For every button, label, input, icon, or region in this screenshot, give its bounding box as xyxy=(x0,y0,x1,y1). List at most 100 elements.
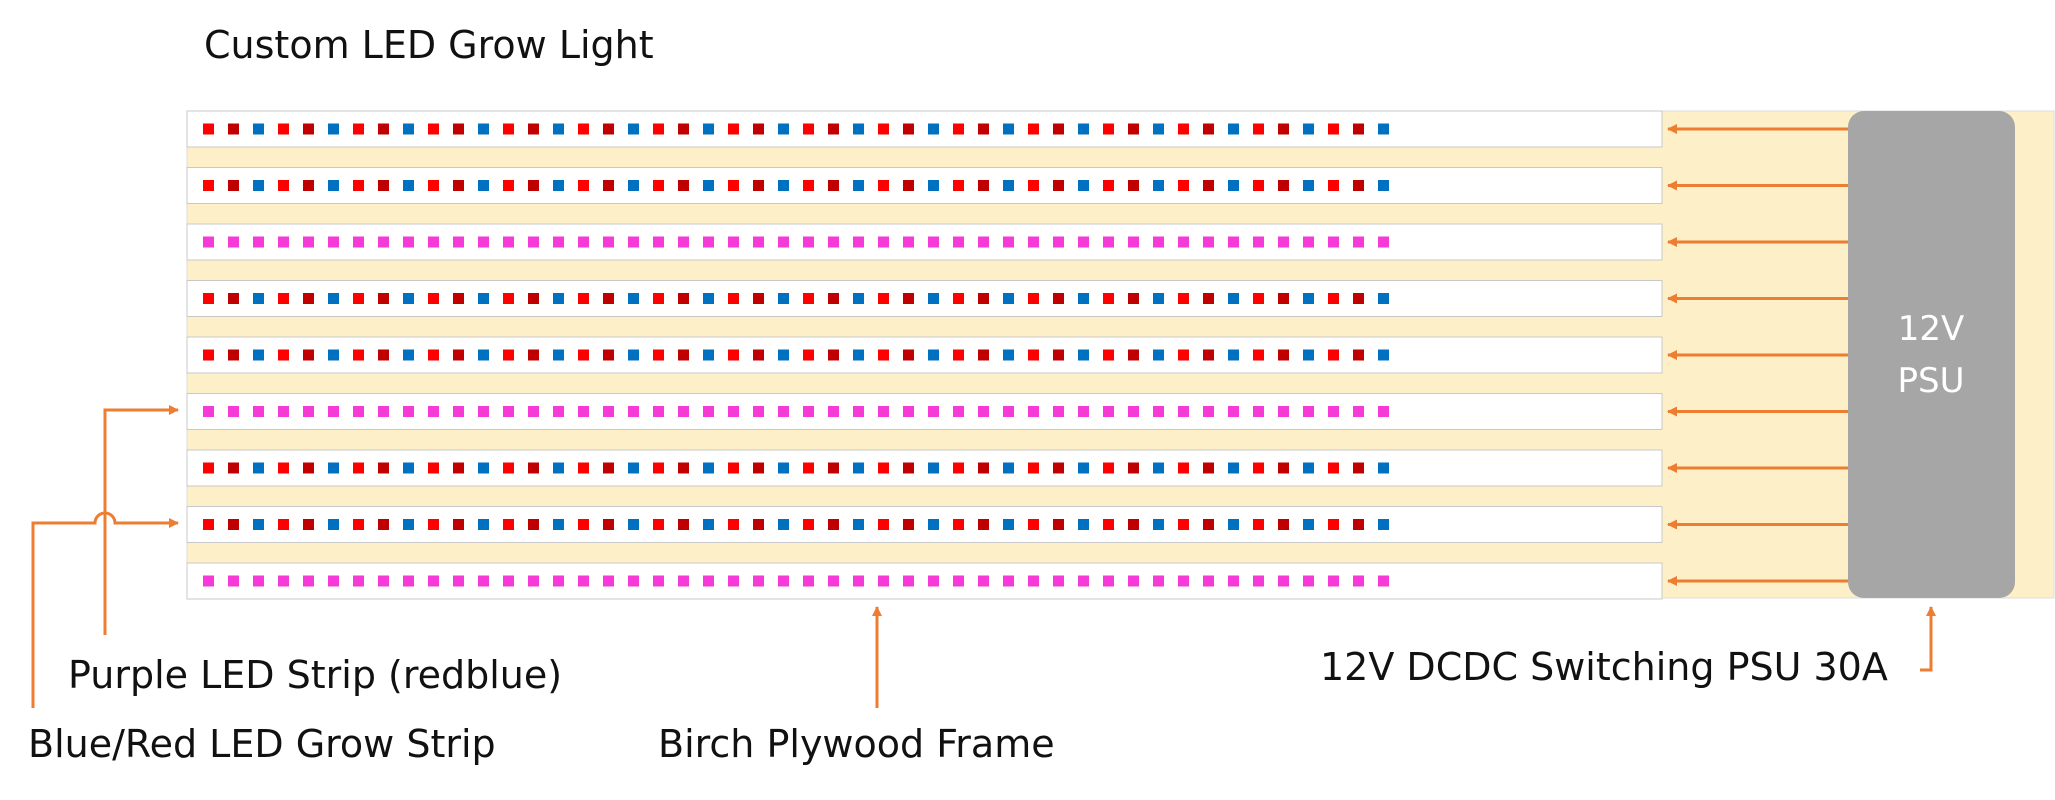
led-chip xyxy=(478,180,489,191)
led-chip xyxy=(1128,462,1139,474)
led-chip xyxy=(703,123,714,135)
led-chip xyxy=(278,406,289,417)
led-chip xyxy=(303,236,314,248)
purple-strip-callout-arrow xyxy=(103,405,179,635)
led-chip xyxy=(1203,406,1214,417)
led-chip xyxy=(678,406,689,417)
led-chip xyxy=(1053,349,1064,361)
led-chip xyxy=(378,575,389,587)
led-chip xyxy=(1328,462,1339,474)
led-chip xyxy=(353,519,364,530)
led-chip xyxy=(728,406,739,417)
led-chip xyxy=(553,236,564,248)
led-chip xyxy=(553,406,564,417)
led-chip xyxy=(1103,519,1114,530)
led-chip xyxy=(528,236,539,248)
led-chip xyxy=(428,349,439,361)
led-chip xyxy=(528,575,539,587)
led-chip xyxy=(478,236,489,248)
led-chip xyxy=(878,519,889,530)
led-chip xyxy=(1328,575,1339,587)
led-chip xyxy=(603,406,614,417)
led-chip xyxy=(203,462,214,474)
led-chip xyxy=(928,180,939,191)
led-chip xyxy=(1278,236,1289,248)
led-chip xyxy=(778,236,789,248)
led-chip xyxy=(1078,575,1089,587)
led-strip-purple xyxy=(186,393,1663,430)
led-chip xyxy=(1153,462,1164,474)
led-chip xyxy=(553,293,564,304)
led-chip xyxy=(1053,293,1064,304)
led-chip xyxy=(378,462,389,474)
led-chip xyxy=(1353,349,1364,361)
led-chip xyxy=(378,180,389,191)
led-chip xyxy=(703,575,714,587)
led-chip xyxy=(1378,349,1389,361)
led-chip xyxy=(253,462,264,474)
led-chip xyxy=(278,349,289,361)
led-chip xyxy=(303,575,314,587)
led-chip xyxy=(1128,575,1139,587)
led-chip xyxy=(1278,462,1289,474)
led-chip xyxy=(403,575,414,587)
led-chip xyxy=(528,123,539,135)
led-chip xyxy=(628,293,639,304)
led-chip xyxy=(278,519,289,530)
led-chip xyxy=(828,236,839,248)
led-chip xyxy=(1278,575,1289,587)
led-chip xyxy=(353,349,364,361)
led-chip xyxy=(1153,293,1164,304)
led-chip xyxy=(1128,406,1139,417)
led-chip xyxy=(528,180,539,191)
led-chip xyxy=(1228,462,1239,474)
led-chip xyxy=(1178,406,1189,417)
led-chip xyxy=(978,293,989,304)
led-chip xyxy=(353,462,364,474)
led-chip xyxy=(628,462,639,474)
led-chip xyxy=(803,180,814,191)
led-chip xyxy=(1178,349,1189,361)
led-strip-blue-red xyxy=(186,506,1663,543)
led-chip xyxy=(478,293,489,304)
led-chip xyxy=(603,236,614,248)
led-chip xyxy=(703,462,714,474)
led-chip xyxy=(203,123,214,135)
led-chip xyxy=(653,519,664,530)
led-chip xyxy=(428,236,439,248)
led-chip xyxy=(803,519,814,530)
frame-callout-label: Birch Plywood Frame xyxy=(658,722,1055,766)
led-chip xyxy=(428,519,439,530)
led-chip xyxy=(1153,236,1164,248)
led-chip xyxy=(728,519,739,530)
led-chip xyxy=(1103,180,1114,191)
led-chip xyxy=(1003,180,1014,191)
led-chip xyxy=(1203,123,1214,135)
led-chip xyxy=(403,406,414,417)
led-chip xyxy=(1228,293,1239,304)
led-chip xyxy=(553,462,564,474)
led-chip xyxy=(678,462,689,474)
led-strip-blue-red xyxy=(186,280,1663,317)
led-chip xyxy=(978,462,989,474)
led-chip xyxy=(953,180,964,191)
led-chip xyxy=(1253,180,1264,191)
led-chip xyxy=(1153,406,1164,417)
led-chip xyxy=(1003,293,1014,304)
led-chip xyxy=(828,462,839,474)
led-chip xyxy=(1078,236,1089,248)
led-chip xyxy=(528,293,539,304)
led-chip xyxy=(753,293,764,304)
led-chip xyxy=(228,236,239,248)
led-chip xyxy=(353,236,364,248)
led-chip xyxy=(253,293,264,304)
led-chip xyxy=(578,293,589,304)
led-chip xyxy=(903,575,914,587)
led-chip xyxy=(478,123,489,135)
led-chip xyxy=(778,123,789,135)
led-chip xyxy=(278,236,289,248)
led-chip xyxy=(878,349,889,361)
led-chip xyxy=(553,575,564,587)
led-chip xyxy=(253,406,264,417)
